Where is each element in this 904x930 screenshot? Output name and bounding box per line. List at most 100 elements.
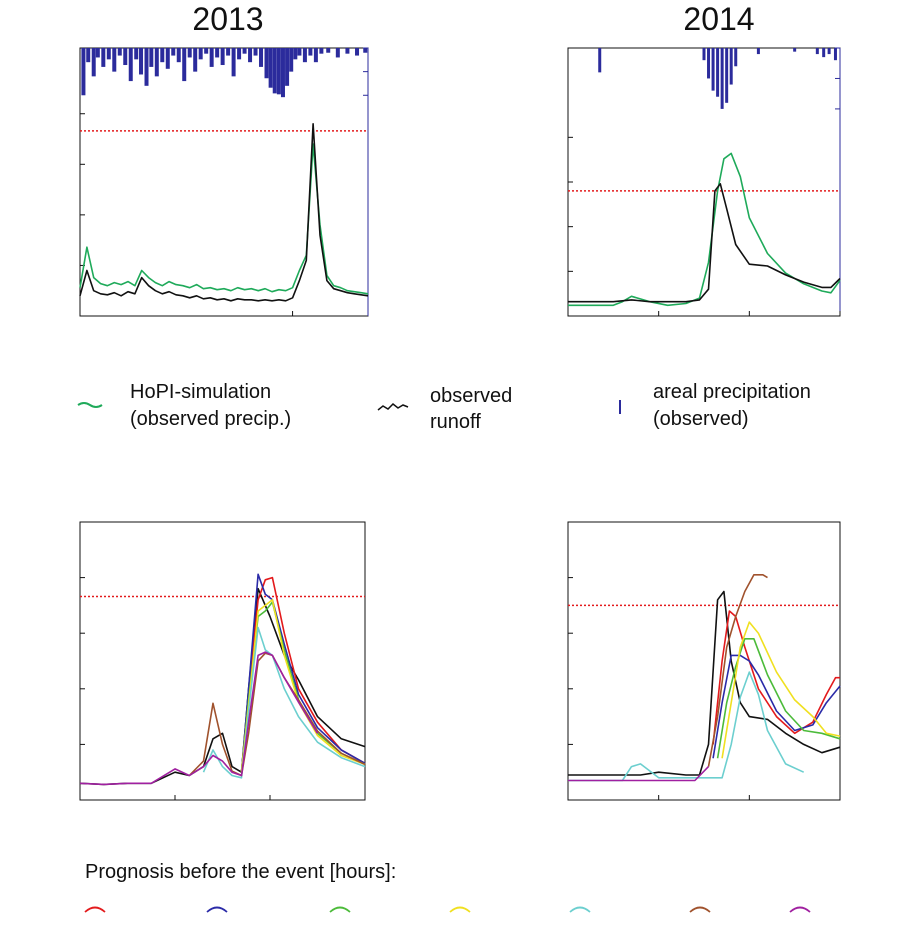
precip-bar-a	[86, 48, 91, 63]
precip-bar-a	[91, 48, 96, 77]
precip-bar-b	[793, 48, 797, 52]
legend-swatch-p24	[569, 906, 591, 913]
precip-bar-a	[264, 48, 269, 79]
precip-bar-a	[81, 48, 86, 96]
precip-bar-b	[827, 48, 831, 55]
series-line-d-p3	[712, 610, 840, 745]
series-line-d-p6	[712, 654, 841, 759]
title-2014: 2014	[683, 1, 754, 37]
legend-swatch-p12	[329, 906, 351, 913]
precip-bar-a	[193, 48, 198, 72]
legend-sim-line2: (observed precip.)	[130, 408, 291, 430]
precip-bar-b	[734, 48, 738, 67]
legend-precip-line1: areal precipitation	[653, 381, 811, 403]
legend-prognosis-title: Prognosis before the event [hours]:	[85, 861, 396, 883]
precip-bar-b	[711, 48, 715, 91]
precip-bar-b	[729, 48, 733, 85]
panel-b	[567, 47, 841, 317]
precip-bar-a	[139, 48, 144, 75]
precip-bar-b	[707, 48, 711, 79]
series-line-c-p18	[240, 598, 366, 773]
series-line-d-p36	[707, 573, 768, 767]
title-2013: 2013	[192, 1, 263, 37]
precip-bar-a	[272, 48, 277, 94]
precip-bar-a	[355, 48, 360, 56]
precip-bar-a	[95, 48, 100, 58]
plot-frame-a	[79, 47, 369, 317]
series-line-c-p3	[240, 576, 366, 773]
precip-bar-a	[204, 48, 209, 54]
legend-precip-line2: (observed)	[653, 408, 749, 430]
series-line-c-obs	[79, 587, 366, 786]
series-line-d-obs	[568, 590, 841, 776]
series-line-a-obs	[79, 123, 369, 302]
precip-bar-a	[253, 48, 258, 56]
precip-bar-a	[220, 48, 225, 66]
precip-bar-b	[598, 48, 602, 73]
precip-bar-a	[128, 48, 133, 82]
precip-bar-a	[171, 48, 176, 56]
precip-bar-a	[293, 48, 298, 60]
precip-bar-a	[248, 48, 253, 63]
series-line-b-sim	[568, 152, 841, 307]
precip-bar-a	[176, 48, 181, 63]
legend-swatch-p48	[789, 906, 811, 913]
precip-bar-a	[226, 48, 231, 56]
series-line-d-p24	[568, 671, 805, 782]
precip-bar-a	[259, 48, 264, 67]
precip-bar-a	[242, 48, 247, 54]
series-line-c-p24	[202, 626, 366, 779]
precip-bar-a	[297, 48, 302, 56]
series-line-d-p12	[716, 637, 841, 759]
precip-bar-a	[345, 48, 350, 54]
legend-sim-swatch	[77, 402, 103, 408]
precip-bar-a	[106, 48, 111, 60]
plot-frame-c	[79, 521, 366, 801]
precip-bar-b	[815, 48, 819, 55]
precip-bar-a	[134, 48, 139, 60]
precip-bar-b	[822, 48, 826, 58]
precip-bar-b	[716, 48, 720, 97]
precip-bar-a	[117, 48, 122, 56]
precip-bar-a	[160, 48, 165, 63]
precip-bar-a	[319, 48, 324, 54]
precip-bar-a	[302, 48, 307, 63]
series-line-c-p12	[240, 601, 366, 773]
plot-frame-d	[567, 521, 841, 801]
precip-bar-a	[268, 48, 273, 88]
precip-bar-a	[363, 48, 368, 53]
legend-obs-line1: observed	[430, 385, 512, 407]
legend-swatch-p36	[689, 906, 711, 913]
precip-bar-a	[326, 48, 331, 53]
precip-bar-a	[144, 48, 149, 86]
precip-bar-b	[756, 48, 760, 55]
panel-a	[79, 47, 369, 317]
precip-bar-a	[154, 48, 159, 77]
precip-bar-a	[101, 48, 106, 67]
plot-frame-b	[567, 47, 841, 317]
precip-bar-a	[187, 48, 192, 58]
legend-bottom	[84, 906, 811, 913]
precip-bar-a	[198, 48, 203, 60]
legend-obs-line2: runoff	[430, 411, 481, 433]
legend-swatch-p3	[84, 906, 106, 913]
precip-bar-a	[165, 48, 170, 69]
series-line-b-obs	[568, 183, 841, 303]
precip-bar-a	[289, 48, 294, 72]
series-line-c-p48	[79, 651, 319, 786]
series-line-d-p18	[721, 621, 841, 759]
precip-bar-a	[182, 48, 187, 82]
precip-bar-b	[725, 48, 729, 103]
legend-top: HoPI-simulation (observed precip.) obser…	[77, 381, 811, 433]
precip-bar-a	[215, 48, 220, 58]
panel-c	[79, 521, 366, 801]
legend-sim-line1: HoPI-simulation	[130, 381, 271, 403]
precip-bar-a	[209, 48, 214, 67]
precip-bar-a	[313, 48, 318, 63]
precip-bar-a	[276, 48, 281, 95]
series-line-c-p6	[240, 573, 366, 773]
legend-obs-swatch	[377, 402, 409, 411]
precip-bar-b	[702, 48, 706, 61]
precip-bar-b	[833, 48, 837, 61]
